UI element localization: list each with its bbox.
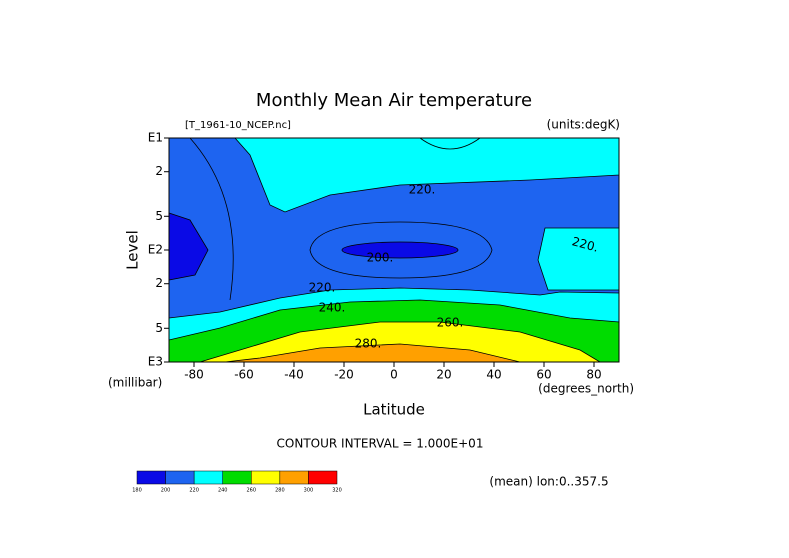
contour-line	[309, 221, 493, 279]
contour-label: 260.	[437, 316, 464, 330]
colorbar-box	[165, 470, 195, 485]
source: [T_1961-10_NCEP.nc]	[185, 120, 291, 131]
y-axis-label: Level	[124, 230, 142, 270]
x-tick-label: 0	[390, 368, 398, 382]
x-tick-label: 60	[536, 368, 551, 382]
x-tick-label: -60	[234, 368, 254, 382]
colorbar-label: 240	[218, 488, 228, 494]
y-tick-label: E2	[148, 243, 163, 257]
contour-label: 220.	[409, 183, 436, 197]
y-tick-label: 2	[155, 164, 163, 178]
contour-line	[419, 137, 481, 150]
y-tick-label: E3	[148, 355, 163, 369]
colorbar-label: 220	[189, 488, 199, 494]
x-tick-label: 40	[486, 368, 501, 382]
colorbar-box	[279, 470, 309, 485]
colorbar-box	[308, 470, 338, 485]
contour-label: 240.	[319, 301, 346, 315]
colorbar-label: 260	[247, 488, 257, 494]
chart-title: Monthly Mean Air temperature	[256, 90, 532, 111]
y-tick-label: 5	[155, 209, 163, 223]
x-units: (degrees_north)	[538, 382, 634, 396]
contour-interval: CONTOUR INTERVAL = 1.000E+01	[277, 437, 484, 451]
x-tick-label: -20	[334, 368, 354, 382]
units: (units:degK)	[547, 118, 620, 132]
mean-note: (mean) lon:0..357.5	[489, 475, 608, 489]
x-tick-label: -80	[184, 368, 204, 382]
x-tick-label: 20	[436, 368, 451, 382]
colorbar-box	[193, 470, 223, 485]
colorbar-label: 180	[132, 488, 142, 494]
colorbar-label: 280	[275, 488, 285, 494]
x-axis-label: Latitude	[363, 401, 425, 419]
colorbar-label: 300	[304, 488, 314, 494]
y-units: (millibar)	[108, 376, 162, 390]
colorbar-label: 320	[332, 488, 342, 494]
colorbar-label: 200	[161, 488, 171, 494]
contour-label: 220.	[309, 281, 336, 295]
contour-label: 220.	[570, 234, 599, 254]
y-tick-label: 2	[155, 276, 163, 290]
colorbar-box	[136, 470, 166, 485]
x-tick-label: 80	[586, 368, 601, 382]
y-tick-label: 5	[155, 321, 163, 335]
contour-label: 280.	[355, 337, 382, 351]
contour-label: 200.	[367, 251, 394, 265]
colorbar-box	[222, 470, 252, 485]
colorbar-box	[251, 470, 281, 485]
contour-fill	[341, 241, 459, 259]
y-tick-label: E1	[148, 131, 163, 145]
contour-line	[189, 137, 234, 301]
x-tick-label: -40	[284, 368, 304, 382]
